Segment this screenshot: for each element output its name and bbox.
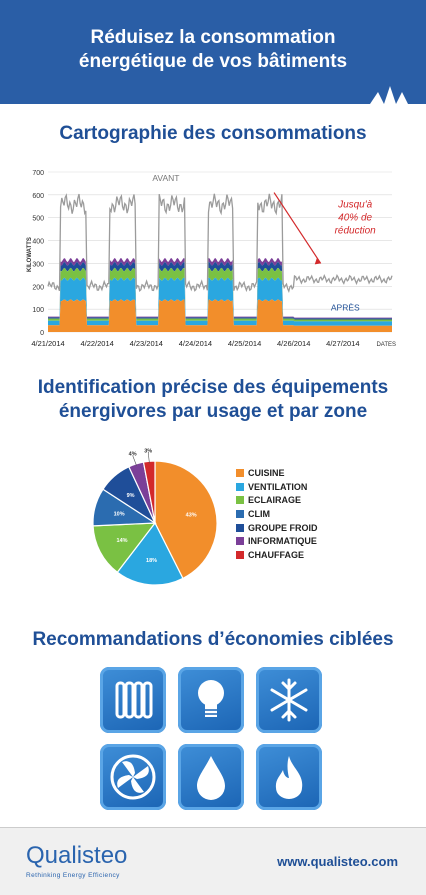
x-axis-label: DATES [376,342,396,348]
lightbulb-icon [198,680,224,717]
legend-swatch [236,537,244,546]
radiator-tile [100,667,166,733]
legend-item: GROUPE FROID [236,521,318,535]
y-tick-label: 0 [40,330,44,337]
flame-tile [256,744,322,810]
snowflake-tile [256,667,322,733]
legend-label: CLIM [248,508,270,519]
total-line [47,193,393,293]
pie-slice-label: 10% [114,511,125,517]
x-tick-label: 4/22/2014 [80,339,113,348]
lightbulb-tile [178,667,244,733]
legend-label: ECLAIRAGE [248,495,302,506]
stack-area-layer [48,299,392,332]
snowflake-icon [270,678,308,722]
legend-swatch [236,523,244,532]
y-tick-label: 700 [32,170,44,177]
legend-swatch [236,509,244,518]
pie-label-leader [132,455,137,466]
y-tick-label: 400 [32,239,44,246]
x-tick-label: 4/27/2014 [326,339,359,348]
stack-area-layer [48,277,392,326]
reduction-arrowhead [314,258,321,265]
logo-tagline: Rethinking Energy Efficiency [26,872,120,879]
header-title: Réduisez la consommation énergétique de … [0,26,426,74]
identification-title-line1: Identification précise des équipements [37,377,389,398]
y-axis-label: KILOWATTS [27,237,33,272]
legend-swatch [236,482,244,491]
legend-item: CUISINE [236,466,318,480]
legend-label: GROUPE FROID [248,522,318,533]
x-tick-label: 4/25/2014 [228,339,261,348]
footer: Qualisteo Rethinking Energy Efficiency w… [0,827,426,895]
fan-icon [110,754,156,800]
pie-slice-label: 3% [144,448,152,454]
consumption-chart: 0 100 200 300 400 500 600 700 KILOWATTS 4/21/2014… [27,170,396,348]
pie-slice-label: 18% [146,558,157,564]
x-tick-label: 4/26/2014 [277,339,310,348]
stack-area-layer [48,267,392,322]
pie-label-leader [147,452,150,464]
pie-legend: CUISINE VENTILATION ECLAIRAGE CLIM GROUPE FR… [236,466,318,562]
website-link[interactable]: www.qualisteo.com [277,854,398,869]
reduction-annotation: réduction [335,225,377,236]
header-title-line2: énergétique de vos bâtiments [78,51,348,72]
legend-swatch [236,468,244,477]
header-title-line1: Réduisez la consommation [90,27,336,48]
reduction-annotation: 40% de [338,212,372,223]
pie-slice [154,460,218,580]
legend-item: ECLAIRAGE [236,493,318,507]
x-tick-label: 4/23/2014 [130,339,163,348]
pie-slice-label: 4% [129,452,137,458]
pie-slice [116,521,184,586]
fan-tile [100,744,166,810]
water-drop-icon [197,756,225,800]
flame-icon [275,756,303,799]
header-wave-decoration [370,86,408,104]
before-label: AVANT [152,173,179,183]
identification-title: Identification précise des équipements é… [0,376,426,424]
pie-slice-label: 43% [186,512,197,518]
legend-label: INFORMATIQUE [248,536,317,547]
y-tick-label: 300 [32,261,44,268]
identification-title-line2: énergivores par usage et par zone [58,401,368,422]
recommendations-title: Recommandations d’économies ciblées [32,629,394,650]
x-tick-label: 4/24/2014 [179,339,212,348]
legend-label: CHAUFFAGE [248,549,304,560]
legend-item: CHAUFFAGE [236,548,318,562]
reduction-annotation: Jusqu'à [337,199,373,210]
legend-item: CLIM [236,507,318,521]
logo-name: Qualisteo [26,842,128,869]
stack-area-layer [48,261,392,320]
x-tick-label: 4/21/2014 [31,339,64,348]
y-tick-label: 500 [32,216,44,223]
pie-slice [92,522,157,574]
reduction-arrow [273,192,322,264]
radiator-icon [115,681,153,719]
legend-item: INFORMATIQUE [236,534,318,548]
mapping-title: Cartographie des consommations [59,123,367,144]
header-banner: Réduisez la consommation énergétique de … [0,0,426,104]
y-tick-label: 100 [32,307,44,314]
y-tick-label: 200 [32,284,44,291]
water-drop-tile [178,744,244,810]
legend-swatch [236,550,244,559]
pie-slice-label: 14% [117,538,128,544]
pie-slice-label: 9% [127,493,135,499]
usage-pie-chart: 43% 18% 14% 10% 9% 4% 3% [92,448,218,586]
legend-swatch [236,496,244,505]
legend-item: VENTILATION [236,480,318,494]
y-tick-label: 600 [32,193,44,200]
after-label: APRÈS [331,302,360,312]
legend-label: VENTILATION [248,481,308,492]
legend-label: CUISINE [248,467,285,478]
